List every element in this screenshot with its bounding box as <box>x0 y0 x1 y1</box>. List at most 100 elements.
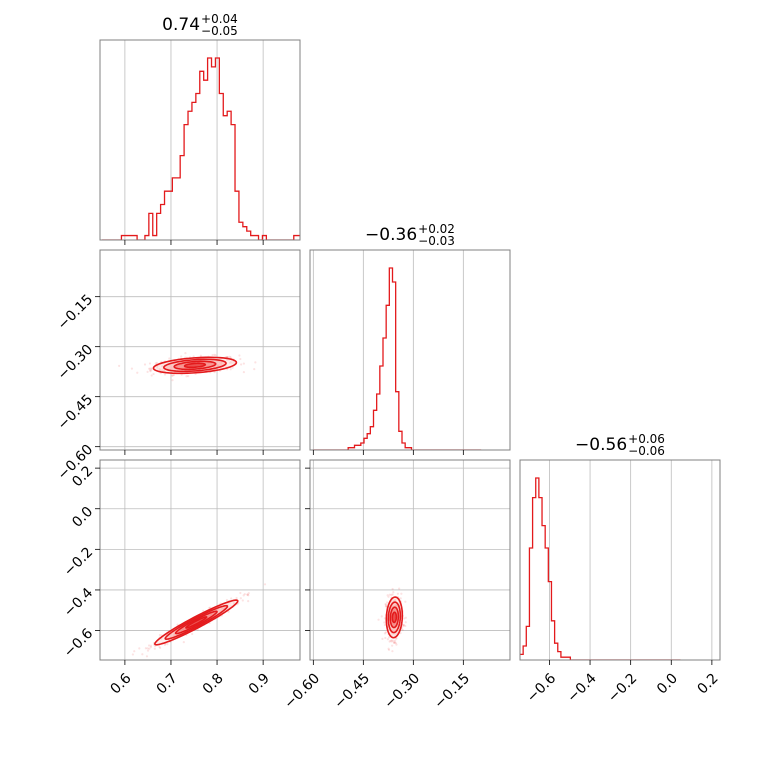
sample-point <box>239 357 242 361</box>
sample-point <box>172 373 176 377</box>
sample-point <box>384 636 387 640</box>
sample-point <box>383 617 386 620</box>
title-plus-error: +0.06 <box>628 432 665 446</box>
x-tick-label: −0.45 <box>331 670 373 712</box>
sample-point <box>404 621 407 624</box>
panel-contents <box>118 351 257 382</box>
sample-point <box>384 602 387 606</box>
title-median: 0.74 <box>162 15 200 35</box>
sample-point <box>148 367 151 370</box>
sample-point <box>387 636 391 639</box>
x-tick-label: 0.8 <box>200 670 227 697</box>
sample-point <box>398 587 401 590</box>
sample-point <box>402 625 405 628</box>
sample-point <box>185 375 188 378</box>
sample-point <box>395 637 398 640</box>
y-tick-label: −0.30 <box>55 342 97 384</box>
sample-point <box>149 646 152 649</box>
histogram-panel-0: 0.74 +0.04−0.05 <box>99 12 301 245</box>
sample-point <box>146 370 149 373</box>
sample-point <box>383 621 386 624</box>
sample-point <box>231 366 234 369</box>
sample-point <box>391 644 394 647</box>
sample-point <box>247 600 250 603</box>
sample-point <box>209 606 212 609</box>
sample-point <box>154 645 157 648</box>
sample-point <box>131 653 134 656</box>
sample-point <box>392 591 395 594</box>
sample-point <box>253 368 256 371</box>
sample-point <box>148 647 151 650</box>
sample-point <box>229 368 232 371</box>
param-title-0: 0.74 <box>162 15 200 35</box>
sample-point <box>148 362 152 365</box>
sample-point <box>242 371 245 374</box>
sample-point <box>150 367 153 370</box>
sample-point <box>158 645 161 649</box>
sample-point <box>176 623 179 626</box>
sample-point <box>187 375 190 378</box>
sample-point <box>246 593 249 596</box>
sample-point <box>241 599 244 602</box>
title-plus-error: +0.04 <box>201 12 238 26</box>
sample-point <box>152 372 155 376</box>
sample-point <box>144 647 147 650</box>
sample-point <box>184 351 187 355</box>
sample-point <box>386 594 389 597</box>
sample-point <box>399 597 402 600</box>
sample-point <box>180 355 183 358</box>
sample-point <box>394 642 397 645</box>
x-tick-label: −0.4 <box>564 670 599 705</box>
sample-point <box>171 374 174 377</box>
sample-point <box>394 639 397 642</box>
sample-point <box>150 374 153 377</box>
sample-point <box>150 368 153 371</box>
y-tick-label: −0.2 <box>61 544 96 579</box>
sample-point <box>141 653 144 656</box>
sample-point <box>396 592 399 595</box>
sample-point <box>383 632 387 635</box>
y-tick-label: −0.15 <box>55 292 97 334</box>
title-plus-error: +0.02 <box>418 222 455 236</box>
sample-point <box>387 648 391 651</box>
sample-point <box>228 355 231 358</box>
panel-border <box>519 459 721 661</box>
sample-point <box>402 624 405 627</box>
sample-point <box>388 640 391 643</box>
x-tick-label: −0.30 <box>381 670 423 712</box>
sample-point <box>191 632 194 636</box>
contour-level <box>185 616 208 629</box>
sample-point <box>383 623 387 627</box>
sample-point <box>403 617 406 620</box>
sample-point <box>158 633 161 637</box>
sample-point <box>263 583 267 586</box>
sample-point <box>155 361 158 365</box>
sample-point <box>133 650 136 653</box>
sample-point <box>166 643 169 646</box>
sample-point <box>130 367 134 370</box>
sample-point <box>240 363 243 366</box>
sample-point <box>380 615 383 618</box>
sample-point <box>247 594 250 597</box>
sample-point <box>136 371 139 374</box>
panel-border <box>99 249 301 451</box>
sample-point <box>387 595 390 598</box>
sample-point <box>404 616 407 619</box>
sample-point <box>171 374 174 378</box>
sample-point <box>148 369 152 372</box>
sample-point <box>391 587 394 591</box>
param-title-2: −0.56 <box>575 435 627 455</box>
sample-point <box>399 631 402 635</box>
param-title-1: −0.36 <box>365 225 417 245</box>
sample-point <box>242 594 245 597</box>
sample-point <box>182 641 185 644</box>
x-tick-label: −0.60 <box>281 670 323 712</box>
sample-point <box>385 605 388 608</box>
sample-point <box>390 640 393 643</box>
sample-point <box>213 353 216 356</box>
sample-point <box>214 354 217 357</box>
sample-point <box>202 609 205 612</box>
sample-point <box>393 641 397 644</box>
sample-point <box>247 592 250 595</box>
histogram-step-line <box>101 57 300 240</box>
